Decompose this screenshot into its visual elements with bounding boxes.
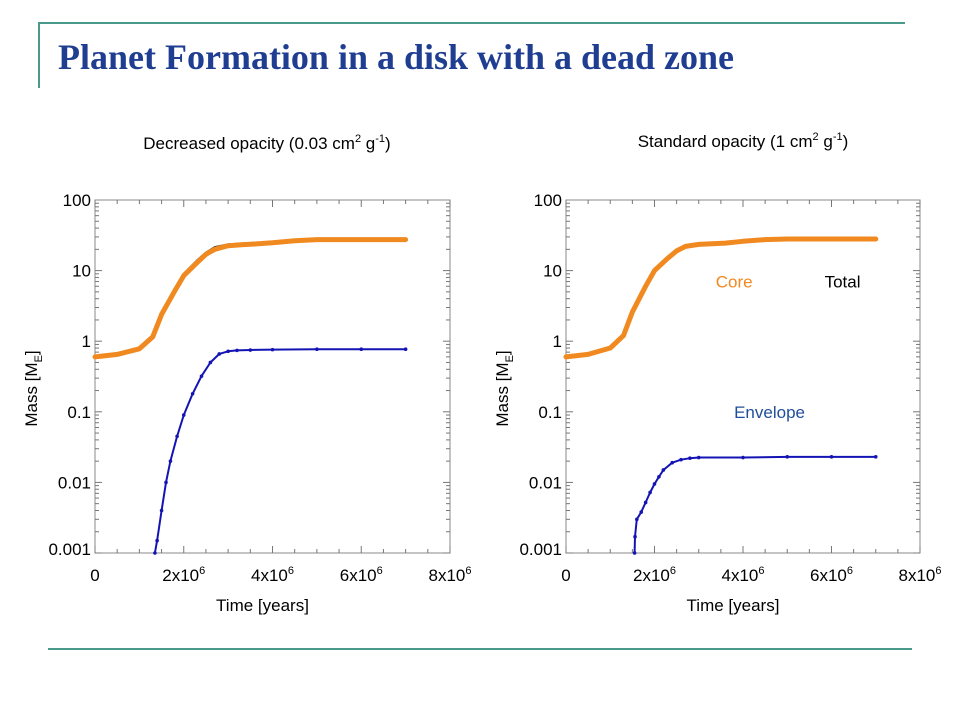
chart-title: Standard opacity (1 cm2 g-1) <box>638 131 849 151</box>
plot-frame <box>94 199 451 554</box>
data-point-envelope <box>741 455 745 460</box>
annotation-total: Total <box>825 273 861 292</box>
data-point-envelope <box>403 347 408 352</box>
x-tick-label: 8x106 <box>899 565 942 585</box>
data-point-envelope <box>168 459 173 463</box>
y-tick-label: 0.001 <box>48 540 91 559</box>
x-tick-label: 0 <box>561 566 570 585</box>
data-point-envelope <box>164 480 168 485</box>
y-axis-label: Mass [ME] <box>22 350 45 426</box>
data-point-envelope <box>670 460 674 465</box>
data-point-envelope <box>155 538 159 543</box>
data-point-envelope <box>199 374 204 378</box>
x-tick-label: 2x106 <box>633 565 676 585</box>
y-tick-label: 0.001 <box>519 540 562 559</box>
data-point-envelope <box>270 347 275 352</box>
series-line-envelope <box>153 348 407 554</box>
series-line-core <box>563 236 879 360</box>
data-point-envelope <box>632 551 637 555</box>
x-tick-label: 2x106 <box>162 565 205 585</box>
x-tick-label: 6x106 <box>810 565 853 585</box>
data-point-envelope <box>688 456 692 461</box>
slide-title: Planet Formation in a disk with a dead z… <box>58 37 735 77</box>
data-point-envelope <box>785 455 790 459</box>
data-point-envelope <box>696 455 701 460</box>
series-line-envelope <box>633 455 877 554</box>
series-line-total <box>565 238 877 358</box>
top-rule-horizontal <box>38 22 905 24</box>
series-line-total <box>94 238 407 358</box>
data-point-envelope <box>153 551 157 555</box>
annotation-envelope: Envelope <box>734 403 805 422</box>
y-tick-label: 100 <box>63 191 91 210</box>
x-axis-label: Time [years] <box>216 596 309 615</box>
y-tick-label: 0.1 <box>538 403 562 422</box>
x-axis-label: Time [years] <box>687 596 780 615</box>
x-tick-label: 6x106 <box>340 565 383 585</box>
plot-frame <box>565 199 921 554</box>
data-point-envelope <box>633 534 637 539</box>
x-tick-label: 8x106 <box>429 565 472 585</box>
data-point-envelope <box>226 349 230 354</box>
data-point-envelope <box>643 500 648 505</box>
data-point-envelope <box>679 457 683 462</box>
data-point-envelope <box>652 482 657 486</box>
data-point-envelope <box>175 434 179 439</box>
data-point-envelope <box>661 468 666 472</box>
x-tick-label: 4x106 <box>251 565 294 585</box>
x-tick-label: 0 <box>90 566 99 585</box>
data-point-envelope <box>208 360 213 365</box>
data-point-envelope <box>639 510 644 514</box>
annotation-core: Core <box>716 273 753 292</box>
data-point-envelope <box>248 348 253 352</box>
y-tick-label: 1 <box>553 332 562 351</box>
data-point-envelope <box>635 517 639 522</box>
y-tick-label: 10 <box>72 262 91 281</box>
data-point-envelope <box>181 413 186 417</box>
y-tick-label: 100 <box>534 191 562 210</box>
chart-title: Decreased opacity (0.03 cm2 g-1) <box>143 133 390 153</box>
x-tick-label: 4x106 <box>722 565 765 585</box>
y-tick-label: 0.01 <box>58 473 91 492</box>
y-tick-label: 10 <box>543 262 562 281</box>
data-point-envelope <box>657 475 661 479</box>
chart-2: 100 10 1 0.1 0.01 0.001 0 2x106 4x106 6x106 8x106 T… <box>493 131 942 615</box>
data-point-envelope <box>217 352 222 356</box>
y-tick-label: 0.1 <box>67 403 91 422</box>
data-point-envelope <box>829 455 834 459</box>
data-point-envelope <box>235 348 239 353</box>
data-point-envelope <box>873 455 878 459</box>
top-rule-vertical <box>38 22 40 88</box>
data-point-envelope <box>648 490 652 495</box>
data-point-envelope <box>190 391 195 396</box>
y-tick-label: 1 <box>82 332 91 351</box>
chart-1: 100 10 1 0.1 0.01 0.001 0 2x106 4x106 6x106 8x106 T… <box>22 133 472 615</box>
data-point-envelope <box>315 347 319 352</box>
y-tick-label: 0.01 <box>529 473 562 492</box>
data-point-envelope <box>359 347 364 352</box>
data-point-envelope <box>159 508 164 513</box>
series-line-core <box>92 237 409 360</box>
y-axis-label: Mass [ME] <box>493 350 516 426</box>
bottom-rule <box>48 648 912 650</box>
